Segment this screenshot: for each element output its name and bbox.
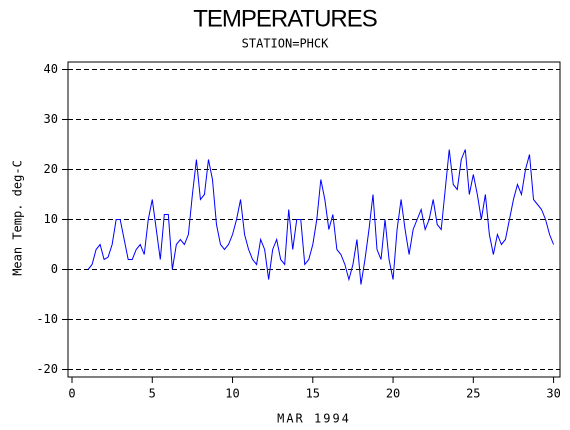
y-tick-label: 20: [44, 162, 58, 176]
x-tick-label: 20: [386, 387, 400, 401]
chart-title: TEMPERATURES: [193, 5, 377, 32]
y-tick-label: -20: [36, 362, 58, 376]
x-tick-label: 5: [149, 387, 156, 401]
x-tick-label: 25: [466, 387, 480, 401]
x-tick-label: 15: [306, 387, 320, 401]
x-tick-label: 0: [68, 387, 75, 401]
x-tick-label: 10: [225, 387, 239, 401]
y-tick-label: -10: [36, 312, 58, 326]
data-line: [87, 149, 555, 285]
y-tick-label: 30: [44, 112, 58, 126]
x-tick-label: 30: [546, 387, 560, 401]
x-axis-label: MAR 1994: [277, 412, 351, 426]
y-tick-label: 40: [44, 62, 58, 76]
y-axis-label: Mean Temp. deg-C: [11, 160, 25, 276]
y-tick-label: 10: [44, 212, 58, 226]
y-tick-label: 0: [51, 262, 58, 276]
chart-subtitle: STATION=PHCK: [242, 37, 329, 51]
